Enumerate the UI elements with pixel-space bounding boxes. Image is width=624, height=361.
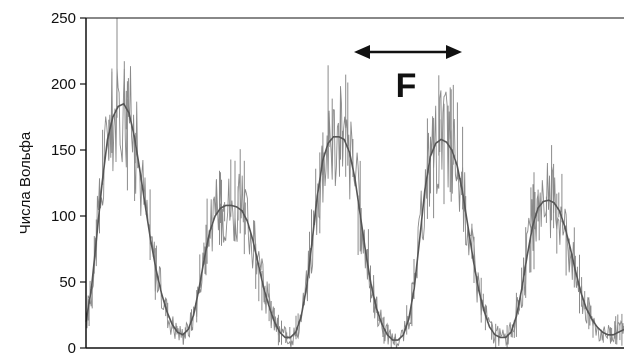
annotation-label: F	[396, 67, 417, 105]
y-axis-label: Числа Вольфа	[17, 131, 34, 234]
y-tick-label: 250	[51, 10, 76, 27]
raw-series-line	[85, 66, 624, 349]
y-tick-label: 200	[51, 76, 76, 93]
annotation: F	[354, 45, 462, 105]
y-tick-label: 0	[68, 340, 76, 356]
smoothed-series-line	[85, 102, 624, 341]
y-tick-label: 100	[51, 208, 76, 225]
plot-area	[85, 18, 624, 349]
annotation-arrow-head-right	[446, 45, 462, 59]
annotation-arrow-head-left	[354, 45, 370, 59]
axes: 0 50 100 150 200 250	[51, 10, 624, 357]
y-tick-label: 150	[51, 142, 76, 159]
y-tick-label: 50	[59, 274, 76, 291]
